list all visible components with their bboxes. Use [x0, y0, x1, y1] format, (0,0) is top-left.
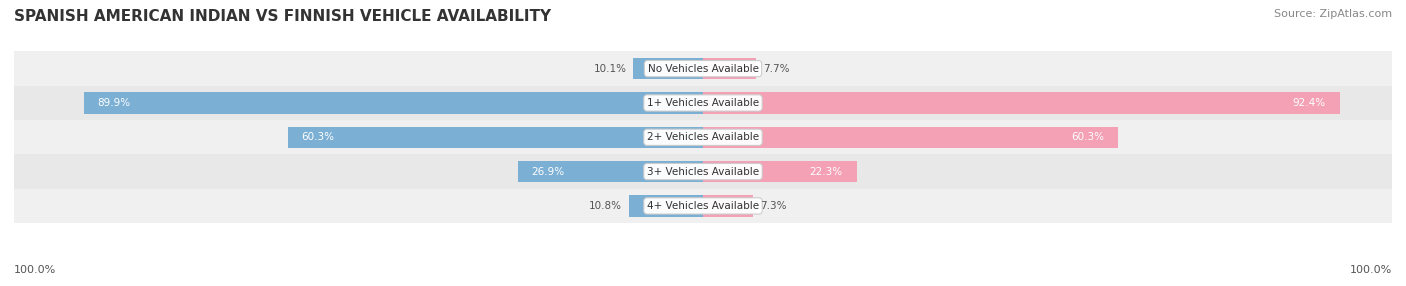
Bar: [14, 120, 1392, 154]
Text: 22.3%: 22.3%: [810, 167, 842, 176]
Text: 100.0%: 100.0%: [14, 265, 56, 275]
Bar: [703, 58, 756, 79]
Legend: Spanish American Indian, Finnish: Spanish American Indian, Finnish: [571, 284, 835, 286]
Text: SPANISH AMERICAN INDIAN VS FINNISH VEHICLE AVAILABILITY: SPANISH AMERICAN INDIAN VS FINNISH VEHIC…: [14, 9, 551, 23]
Bar: [83, 92, 703, 114]
Text: 26.9%: 26.9%: [531, 167, 565, 176]
Text: Source: ZipAtlas.com: Source: ZipAtlas.com: [1274, 9, 1392, 19]
Text: 7.3%: 7.3%: [761, 201, 787, 211]
Text: 60.3%: 60.3%: [1071, 132, 1105, 142]
Text: 4+ Vehicles Available: 4+ Vehicles Available: [647, 201, 759, 211]
Text: 89.9%: 89.9%: [97, 98, 131, 108]
Text: 1+ Vehicles Available: 1+ Vehicles Available: [647, 98, 759, 108]
Text: 60.3%: 60.3%: [301, 132, 335, 142]
Bar: [628, 195, 703, 217]
Bar: [14, 51, 1392, 86]
Bar: [14, 86, 1392, 120]
Bar: [288, 127, 703, 148]
Bar: [634, 58, 703, 79]
Bar: [703, 161, 856, 182]
Text: 3+ Vehicles Available: 3+ Vehicles Available: [647, 167, 759, 176]
Text: 10.1%: 10.1%: [593, 64, 627, 74]
Text: No Vehicles Available: No Vehicles Available: [648, 64, 758, 74]
Bar: [517, 161, 703, 182]
Bar: [703, 127, 1118, 148]
Text: 2+ Vehicles Available: 2+ Vehicles Available: [647, 132, 759, 142]
Bar: [14, 154, 1392, 189]
Bar: [703, 92, 1340, 114]
Text: 100.0%: 100.0%: [1350, 265, 1392, 275]
Text: 10.8%: 10.8%: [589, 201, 621, 211]
Bar: [703, 195, 754, 217]
Bar: [14, 189, 1392, 223]
Text: 7.7%: 7.7%: [763, 64, 789, 74]
Text: 92.4%: 92.4%: [1292, 98, 1326, 108]
